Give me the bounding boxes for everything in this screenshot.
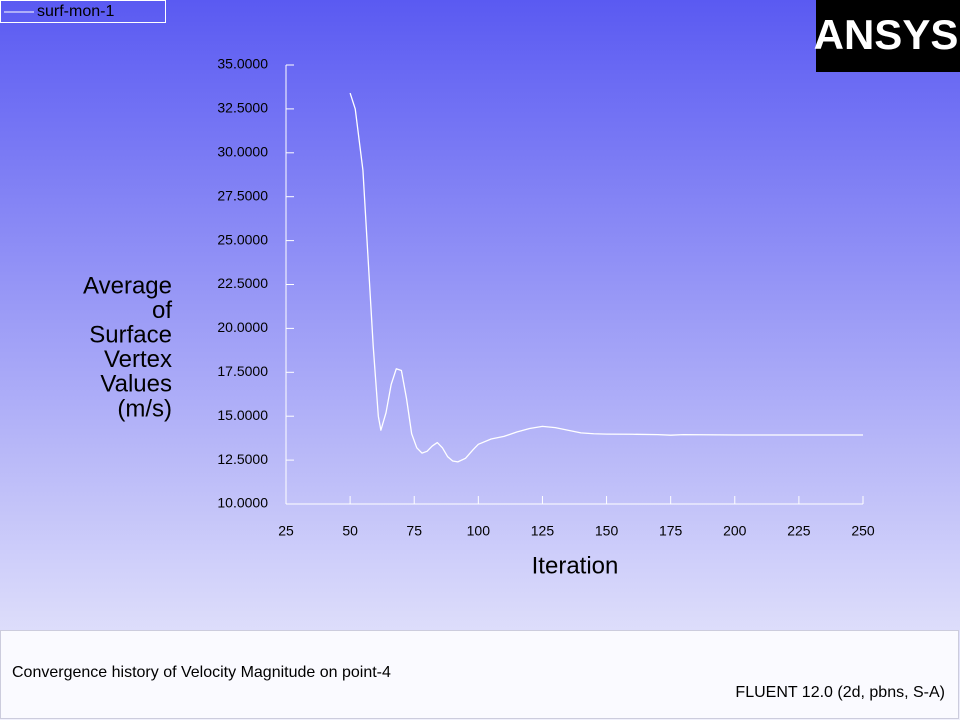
data-line [349,92,863,463]
y-tick-label: 35.0000 [217,56,268,72]
logo-box [816,0,960,72]
y-axis-label: of [152,297,172,324]
y-tick-label: 12.5000 [217,451,268,467]
x-tick-label: 75 [406,523,422,539]
x-tick-label: 150 [595,523,619,539]
y-tick-label: 22.5000 [217,275,268,291]
caption: Convergence history of Velocity Magnitud… [12,664,391,681]
x-tick-label: 25 [278,523,294,539]
y-tick-label: 32.5000 [217,100,268,116]
legend-box [0,0,166,23]
x-tick-label: 200 [723,523,747,539]
y-tick-label: 25.0000 [217,231,268,247]
legend-label: surf-mon-1 [37,3,114,20]
caption-panel [0,630,959,719]
y-tick-label: 17.5000 [217,363,268,379]
logo: ANSYS [814,11,959,58]
solver-info: FLUENT 12.0 (2d, pbns, S-A) [735,684,945,701]
y-tick-label: 10.0000 [217,495,268,511]
y-axis-label: Surface [89,322,172,349]
x-axis-label: Iteration [532,552,619,579]
x-tick-label: 50 [342,523,358,539]
y-tick-label: 20.0000 [217,319,268,335]
y-tick-label: 30.0000 [217,144,268,160]
y-tick-label: 15.0000 [217,407,268,423]
x-tick-label: 125 [531,523,555,539]
y-axis-label: Values [100,371,172,398]
y-axis-label: (m/s) [117,395,172,422]
y-axis-label: Vertex [104,346,172,373]
x-tick-label: 250 [851,523,875,539]
x-tick-label: 175 [659,523,683,539]
y-tick-label: 27.5000 [217,187,268,203]
y-axis-label: Average [83,272,172,299]
x-tick-label: 225 [787,523,811,539]
x-tick-label: 100 [467,523,491,539]
